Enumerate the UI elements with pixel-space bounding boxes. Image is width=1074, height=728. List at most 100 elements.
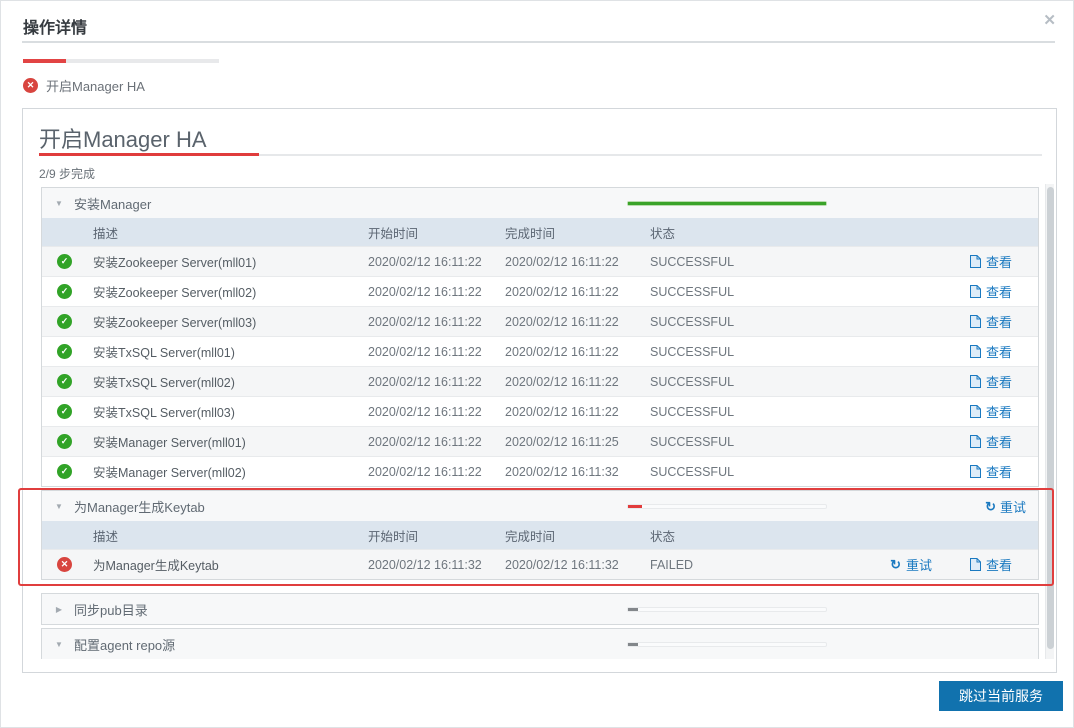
view-label: 查看 [985, 558, 1012, 573]
refresh-icon: ↻ [985, 498, 996, 514]
status-icon-cell: ✓ [57, 434, 93, 449]
col-end-time: 完成时间 [505, 529, 556, 544]
view-log-link[interactable]: 查看 [969, 372, 1012, 391]
row-actions: 查看 [969, 432, 1012, 451]
chevron-down-icon: ▼ [55, 198, 63, 208]
vertical-scrollbar[interactable] [1045, 184, 1054, 659]
operation-panel: 开启Manager HA 2/9 步完成 ▼ 安装Manager 描述 开始时间… [22, 108, 1057, 673]
col-status: 状态 [650, 226, 676, 241]
table-row: ✓ 安装Manager Server(mll01) 2020/02/12 16:… [42, 426, 1038, 456]
retry-label: 重试 [999, 499, 1026, 515]
skip-current-service-button[interactable]: 跳过当前服务 [939, 681, 1063, 711]
row-actions: ↻ 重试 查看 [890, 555, 1012, 574]
steps-completed-label: 2/9 步完成 [39, 167, 96, 181]
section-progress-bar [627, 607, 827, 612]
row-actions: 查看 [969, 372, 1012, 391]
check-circle-icon: ✓ [57, 344, 72, 359]
status-icon-cell: ✓ [57, 404, 93, 419]
view-log-link[interactable]: 查看 [969, 312, 1012, 331]
table-row: ✓ 安装Zookeeper Server(mll03) 2020/02/12 1… [42, 306, 1038, 336]
view-log-link[interactable]: 查看 [969, 555, 1012, 574]
retry-label: 重试 [905, 558, 932, 573]
view-log-link[interactable]: 查看 [969, 462, 1012, 481]
row-actions: 查看 [969, 462, 1012, 481]
row-end-time: 2020/02/12 16:11:22 [505, 284, 619, 299]
row-end-time: 2020/02/12 16:11:25 [505, 434, 619, 449]
row-start-time: 2020/02/12 16:11:22 [368, 464, 482, 479]
row-end-time: 2020/02/12 16:11:32 [505, 557, 619, 572]
view-log-link[interactable]: 查看 [969, 432, 1012, 451]
document-icon [969, 375, 981, 388]
section-sync-pub: ▶ 同步pub目录 [41, 593, 1039, 625]
row-end-time: 2020/02/12 16:11:22 [505, 344, 619, 359]
row-description: 安装Zookeeper Server(mll03) [93, 316, 257, 330]
status-icon-cell: ✓ [57, 464, 93, 479]
col-start-time: 开始时间 [368, 529, 419, 544]
row-actions: 查看 [969, 342, 1012, 361]
status-icon-cell: ✓ [57, 314, 93, 329]
close-icon[interactable]: ✕ [1043, 12, 1056, 29]
row-start-time: 2020/02/12 16:11:22 [368, 374, 482, 389]
row-start-time: 2020/02/12 16:11:22 [368, 434, 482, 449]
view-label: 查看 [985, 345, 1012, 360]
row-retry-link[interactable]: ↻ 重试 [890, 555, 932, 574]
table-row: ✓ 安装Zookeeper Server(mll01) 2020/02/12 1… [42, 246, 1038, 276]
dialog-title: 操作详情 [23, 20, 88, 37]
document-icon [969, 465, 981, 478]
table-header-row: 描述 开始时间 完成时间 状态 [42, 218, 1038, 246]
document-icon [969, 315, 981, 328]
row-start-time: 2020/02/12 16:11:32 [368, 557, 482, 572]
check-circle-icon: ✓ [57, 374, 72, 389]
row-end-time: 2020/02/12 16:11:22 [505, 254, 619, 269]
x-circle-icon: ✕ [57, 557, 72, 572]
document-icon [969, 405, 981, 418]
row-end-time: 2020/02/12 16:11:32 [505, 464, 619, 479]
row-start-time: 2020/02/12 16:11:22 [368, 284, 482, 299]
row-status: SUCCESSFUL [650, 404, 735, 419]
section-progress-bar [627, 504, 827, 509]
view-log-link[interactable]: 查看 [969, 402, 1012, 421]
wizard-progress-bar [23, 59, 219, 63]
row-actions: 查看 [969, 282, 1012, 301]
section-header-config-agent-repo[interactable]: ▼ 配置agent repo源 [42, 629, 1038, 659]
row-description: 安装Manager Server(mll02) [93, 466, 246, 480]
check-circle-icon: ✓ [57, 464, 72, 479]
section-progress-fill [628, 202, 826, 205]
view-log-link[interactable]: 查看 [969, 282, 1012, 301]
header-divider [22, 41, 1055, 43]
row-status: SUCCESSFUL [650, 434, 735, 449]
refresh-icon: ↻ [890, 557, 901, 572]
scrollbar-thumb[interactable] [1047, 187, 1054, 649]
view-label: 查看 [985, 405, 1012, 420]
col-status: 状态 [650, 529, 676, 544]
row-description: 安装Zookeeper Server(mll02) [93, 286, 257, 300]
panel-title: 开启Manager HA [39, 127, 207, 152]
row-status: SUCCESSFUL [650, 374, 735, 389]
view-log-link[interactable]: 查看 [969, 252, 1012, 271]
row-description: 安装TxSQL Server(mll03) [93, 406, 235, 420]
table-row-failed: ✕ 为Manager生成Keytab 2020/02/12 16:11:32 2… [42, 549, 1038, 579]
table-row: ✓ 安装Zookeeper Server(mll02) 2020/02/12 1… [42, 276, 1038, 306]
view-log-link[interactable]: 查看 [969, 342, 1012, 361]
document-icon [969, 285, 981, 298]
section-config-agent-repo: ▼ 配置agent repo源 [41, 628, 1039, 659]
section-header-generate-keytab[interactable]: ▼ 为Manager生成Keytab ↻ 重试 [42, 491, 1038, 521]
check-circle-icon: ✓ [57, 284, 72, 299]
row-status: SUCCESSFUL [650, 254, 735, 269]
section-header-install-manager[interactable]: ▼ 安装Manager [42, 188, 1038, 218]
check-circle-icon: ✓ [57, 314, 72, 329]
row-actions: 查看 [969, 252, 1012, 271]
section-label: 配置agent repo源 [74, 637, 176, 653]
row-status: SUCCESSFUL [650, 314, 735, 329]
status-icon-cell: ✓ [57, 254, 93, 269]
section-label: 为Manager生成Keytab [74, 499, 205, 515]
status-icon-cell: ✓ [57, 374, 93, 389]
col-description: 描述 [93, 226, 119, 241]
section-progress-bar [627, 201, 827, 206]
view-label: 查看 [985, 285, 1012, 300]
section-retry-link[interactable]: ↻ 重试 [985, 491, 1026, 521]
document-icon [969, 345, 981, 358]
section-header-sync-pub[interactable]: ▶ 同步pub目录 [42, 594, 1038, 624]
row-start-time: 2020/02/12 16:11:22 [368, 404, 482, 419]
